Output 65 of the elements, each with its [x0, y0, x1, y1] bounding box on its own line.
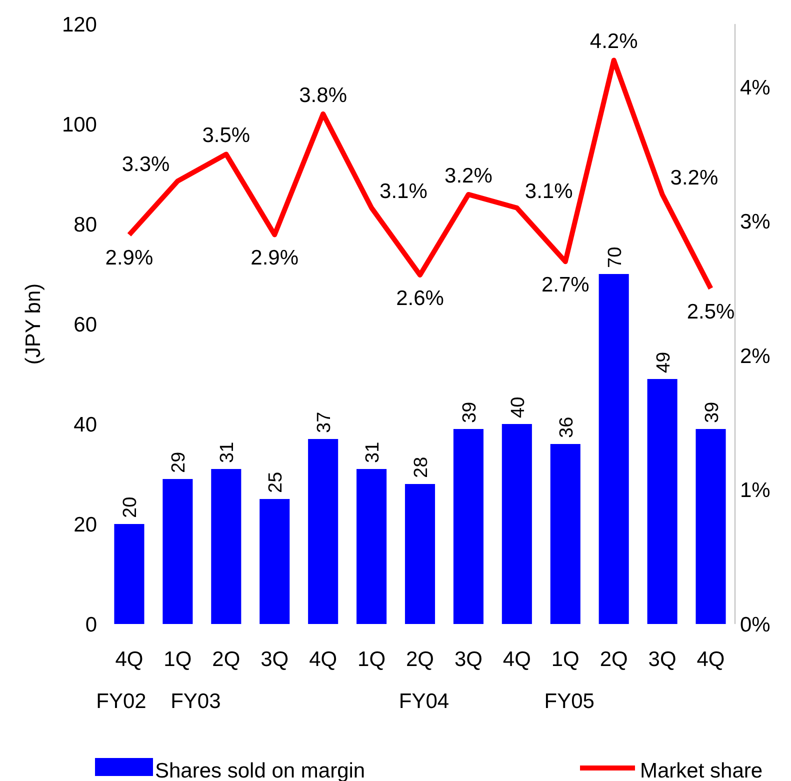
bar	[453, 429, 484, 624]
y-axis-title: (JPY bn)	[22, 283, 45, 365]
data-label: 25	[266, 472, 287, 493]
x-tick-label: 4Q FY02	[96, 648, 146, 713]
data-label: 39	[459, 402, 480, 423]
data-label: 20	[120, 496, 142, 518]
x-tick-label: 2Q	[600, 648, 628, 671]
bar	[647, 379, 678, 624]
y2-tick-label: 3%	[740, 210, 770, 234]
x-tick-label: 1Q FY05	[544, 648, 594, 713]
x-tick-label: 1Q	[358, 648, 386, 671]
y-tick-label: 100	[62, 113, 97, 136]
bar	[598, 274, 629, 624]
x-tick-label: 4Q	[309, 648, 338, 671]
data-label: 3.1%	[380, 180, 428, 203]
y2-tick-label: 4%	[740, 76, 770, 100]
data-label: 3.2%	[670, 166, 718, 190]
data-label: 31	[217, 442, 238, 463]
y-tick-label: 20	[74, 513, 97, 536]
data-label: 2.5%	[686, 300, 735, 324]
data-label: 3.8%	[299, 84, 348, 107]
y-tick-label: 40	[74, 413, 97, 436]
bar	[211, 469, 242, 624]
bar	[114, 524, 144, 624]
bar	[162, 479, 193, 624]
x-tick-label: 2Q FY04	[398, 648, 450, 713]
x-tick-label: 3Q	[648, 648, 676, 671]
bar	[696, 429, 726, 624]
data-label: 40	[508, 396, 529, 418]
data-label: 2.9%	[105, 246, 154, 270]
bar	[404, 484, 436, 624]
y-tick-label: 120	[62, 13, 97, 36]
y-tick-label: 0	[85, 613, 97, 636]
data-label: 4.2%	[590, 30, 638, 54]
data-label: 28	[411, 456, 432, 478]
data-label: 2.7%	[541, 274, 590, 297]
bar	[260, 499, 290, 624]
x-tick-label: 4Q	[502, 648, 531, 671]
y2-tick-label: 1%	[740, 479, 770, 502]
data-label: 49	[653, 352, 674, 373]
y-tick-label: 60	[74, 313, 97, 336]
x-tick-label: 3Q	[260, 648, 289, 671]
data-label: 3.5%	[202, 124, 250, 148]
data-label: 29	[168, 452, 190, 473]
data-label: 39	[702, 402, 723, 423]
data-label: 2.9%	[250, 246, 299, 270]
x-tick-label: 2Q	[212, 648, 240, 671]
y2-tick-label: 0%	[740, 613, 770, 636]
x-tick-label: 4Q	[696, 648, 725, 671]
bar	[502, 424, 532, 624]
data-label: 37	[314, 412, 336, 433]
x-tick-label: 3Q	[454, 648, 482, 671]
data-label: 3.2%	[444, 164, 492, 188]
data-label: 2.6%	[396, 287, 444, 310]
data-label: 31	[362, 442, 384, 463]
data-label: 36	[556, 416, 578, 438]
data-label: 3.3%	[122, 153, 170, 176]
data-label: 3.1%	[524, 180, 573, 203]
bar	[308, 439, 338, 624]
bar	[550, 444, 580, 624]
legend-label: Market share	[640, 759, 763, 781]
y-tick-label: 80	[74, 213, 97, 236]
data-label: 70	[604, 246, 626, 268]
y2-tick-label: 2%	[740, 344, 770, 368]
bar	[356, 469, 387, 624]
